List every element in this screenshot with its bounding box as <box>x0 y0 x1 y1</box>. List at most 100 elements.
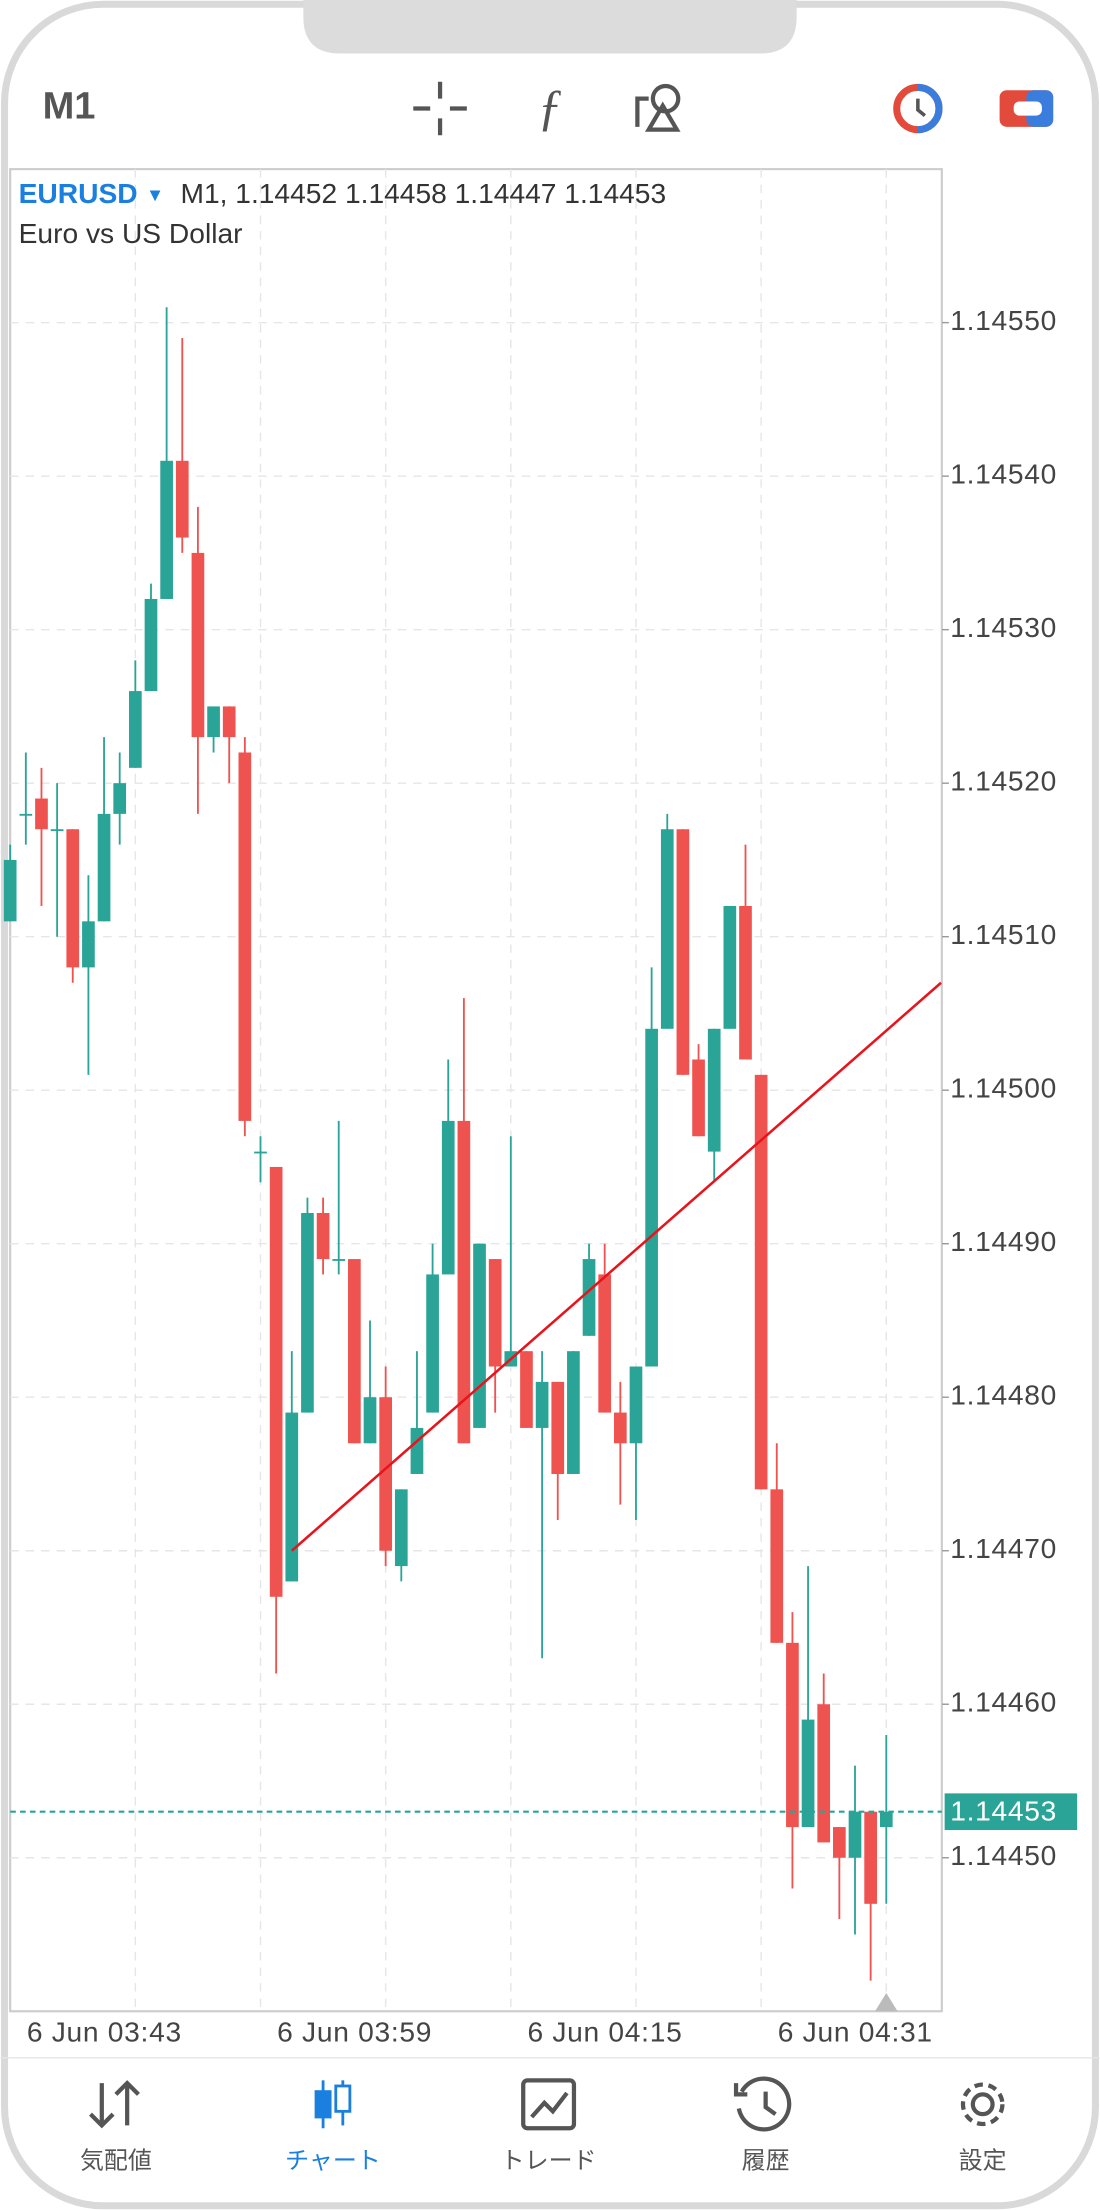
header-open: 1.14452 <box>235 177 337 209</box>
candle-body <box>301 1213 314 1413</box>
candle-body <box>535 1381 549 1428</box>
candle-body <box>801 1719 815 1828</box>
y-tick-label: 1.14540 <box>950 458 1057 490</box>
indicator-icon[interactable]: ƒ <box>537 79 562 135</box>
candle-body <box>629 1366 643 1444</box>
candle-body <box>348 1259 361 1444</box>
nav-label[interactable]: トレード <box>501 2147 597 2174</box>
candle-body <box>645 1028 658 1367</box>
chart-icon <box>314 2080 352 2129</box>
candle-body <box>488 1259 502 1367</box>
candle-body <box>160 460 173 599</box>
y-tick-label: 1.14480 <box>950 1379 1057 1411</box>
candle-body <box>379 1397 393 1551</box>
candle-body <box>50 829 64 832</box>
chart-header: EURUSD ▼ M1, 1.14452 1.14458 1.14447 1.14… <box>19 177 666 209</box>
candle-body <box>3 859 17 922</box>
trade-icon[interactable] <box>999 90 1054 127</box>
header-close: 1.14453 <box>564 177 666 209</box>
candle-body <box>410 1427 424 1474</box>
candle-body <box>786 1642 799 1828</box>
history-icon <box>733 2076 792 2132</box>
candle-body <box>269 1166 283 1597</box>
candle-body <box>739 905 752 1060</box>
last-bar-marker <box>875 1992 898 2012</box>
candle-body <box>707 1028 721 1152</box>
candle-body <box>770 1489 784 1643</box>
trade-nav-icon <box>521 2078 577 2131</box>
candle-body <box>598 1274 612 1413</box>
y-tick-label: 1.14510 <box>950 918 1057 950</box>
symbol[interactable]: EURUSD <box>19 177 138 209</box>
candle-body <box>848 1811 862 1858</box>
candle-body <box>129 691 142 768</box>
candle-body <box>473 1243 486 1428</box>
candle-body <box>316 1213 330 1260</box>
candle-body <box>582 1259 596 1336</box>
candle-body <box>35 798 48 830</box>
candle-body <box>754 1074 768 1490</box>
candle-body <box>879 1811 893 1828</box>
objects-icon[interactable] <box>635 83 681 132</box>
y-tick-label: 1.14520 <box>950 765 1057 797</box>
current-price-box <box>944 1793 1078 1831</box>
notch <box>303 0 797 54</box>
candle-body <box>676 829 690 1075</box>
x-tick-label: 6 Jun 04:31 <box>778 2015 933 2047</box>
quotes-icon <box>89 2080 140 2129</box>
y-tick-label: 1.14490 <box>950 1225 1057 1257</box>
candle-body <box>567 1351 580 1474</box>
y-tick-label: 1.14500 <box>950 1072 1057 1104</box>
y-tick-label: 1.14450 <box>950 1839 1057 1871</box>
plot: 1.14450 1.14460 1.14470 1.14480 1.14490 1.145… <box>3 169 1078 2047</box>
header-high: 1.14458 <box>345 177 447 209</box>
nav-label[interactable]: 設定 <box>959 2147 1007 2174</box>
candle-body <box>66 829 80 968</box>
candle-body <box>285 1412 299 1582</box>
nav-label[interactable]: 履歴 <box>742 2147 790 2174</box>
candle-body <box>222 706 236 738</box>
x-tick-label: 6 Jun 04:15 <box>527 2015 682 2047</box>
candle-body <box>363 1397 377 1444</box>
candle-body <box>613 1412 627 1444</box>
crosshair-icon[interactable] <box>413 81 467 136</box>
candle-body <box>723 905 737 1029</box>
candle-body <box>191 552 205 738</box>
candle-body <box>82 921 95 968</box>
candle-body <box>864 1811 877 1904</box>
candle-body <box>175 460 189 538</box>
candle-body <box>97 813 111 922</box>
candle-body <box>144 598 158 692</box>
candle-body <box>660 829 674 1029</box>
candle-body <box>19 813 33 816</box>
x-tick-label: 6 Jun 03:43 <box>27 2015 182 2047</box>
timeframe-button[interactable]: M1 <box>43 86 96 128</box>
candle-body <box>238 752 252 1121</box>
candle-body <box>441 1120 455 1275</box>
y-tick-label: 1.14470 <box>950 1532 1057 1564</box>
candle-body <box>457 1120 471 1444</box>
current-price-label: 1.14453 <box>950 1795 1057 1827</box>
candle-body <box>833 1827 846 1858</box>
candle-body <box>817 1704 831 1843</box>
header-timeframe: M1 <box>180 177 219 209</box>
y-tick-label: 1.14550 <box>950 304 1057 336</box>
candle-body <box>551 1381 565 1474</box>
candle-body <box>692 1059 705 1137</box>
candle-body <box>332 1259 346 1261</box>
candle-body <box>113 783 127 814</box>
nav-label[interactable]: 気配値 <box>80 2147 152 2174</box>
x-tick-label: 6 Jun 03:59 <box>277 2015 432 2047</box>
account-icon[interactable] <box>893 83 943 134</box>
candle-body <box>394 1489 408 1567</box>
description: Euro vs US Dollar <box>19 217 243 249</box>
nav-label[interactable]: チャート <box>285 2147 381 2174</box>
candle-body <box>254 1151 267 1154</box>
candle-body <box>426 1274 439 1413</box>
y-tick-label: 1.14530 <box>950 611 1057 643</box>
candle-body <box>520 1351 533 1428</box>
trend-line <box>290 981 942 1552</box>
candle-body <box>207 706 220 738</box>
